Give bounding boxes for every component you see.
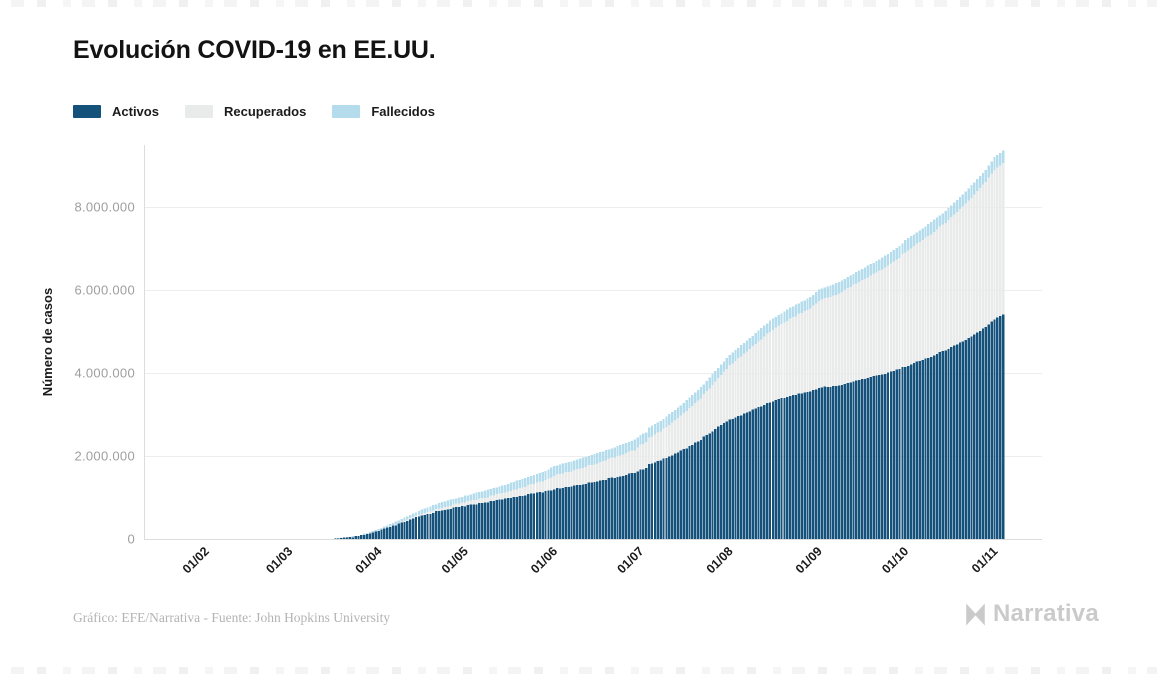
legend-swatch-recuperados [184, 105, 213, 118]
gridlines [144, 207, 1042, 457]
svg-text:01/10: 01/10 [879, 544, 911, 576]
y-axis-tick-labels: 0 2.000.000 4.000.000 6.000.000 8.000.000 [74, 200, 135, 547]
axis-lines [144, 145, 1042, 540]
legend-swatch-fallecidos [332, 105, 361, 118]
svg-text:01/07: 01/07 [614, 544, 646, 576]
svg-text:01/11: 01/11 [969, 544, 1001, 576]
chart-legend: Activos Recuperados Fallecidos [73, 104, 435, 119]
narrativa-n-icon [966, 603, 985, 625]
bars-activos [334, 314, 1005, 539]
svg-text:01/04: 01/04 [353, 544, 385, 576]
svg-text:0: 0 [127, 532, 135, 547]
x-axis-tick-labels: 01/02 01/03 01/04 01/05 01/06 01/07 01/08 01/09… [180, 544, 1001, 576]
narrativa-logo-text: Narrativa [993, 600, 1099, 627]
top-edge-artifact [0, 0, 1157, 7]
svg-text:01/09: 01/09 [793, 544, 825, 576]
y-axis-title: Número de casos [40, 288, 55, 396]
chart-title: Evolución COVID-19 en EE.UU. [73, 36, 436, 64]
legend-swatch-activos [73, 105, 101, 118]
bottom-edge-artifact [0, 667, 1157, 674]
legend-item-recuperados: Recuperados [184, 104, 307, 119]
svg-text:01/08: 01/08 [704, 544, 736, 576]
svg-text:4.000.000: 4.000.000 [74, 366, 135, 381]
narrativa-logo: Narrativa [962, 600, 1099, 628]
svg-text:01/05: 01/05 [439, 544, 471, 576]
legend-label: Activos [112, 104, 159, 119]
svg-text:6.000.000: 6.000.000 [74, 283, 135, 298]
svg-text:8.000.000: 8.000.000 [74, 200, 135, 215]
svg-text:01/02: 01/02 [180, 544, 212, 576]
bars-fallecidos [334, 150, 1005, 539]
legend-label: Fallecidos [371, 104, 435, 119]
svg-text:01/03: 01/03 [263, 544, 295, 576]
bars-recuperados [365, 163, 1005, 534]
legend-item-activos: Activos [73, 104, 159, 119]
svg-text:2.000.000: 2.000.000 [74, 449, 135, 464]
source-credit: Gráfico: EFE/Narrativa - Fuente: John Ho… [73, 610, 391, 625]
legend-item-fallecidos: Fallecidos [332, 104, 435, 119]
svg-text:01/06: 01/06 [528, 544, 560, 576]
legend-label: Recuperados [223, 104, 307, 119]
